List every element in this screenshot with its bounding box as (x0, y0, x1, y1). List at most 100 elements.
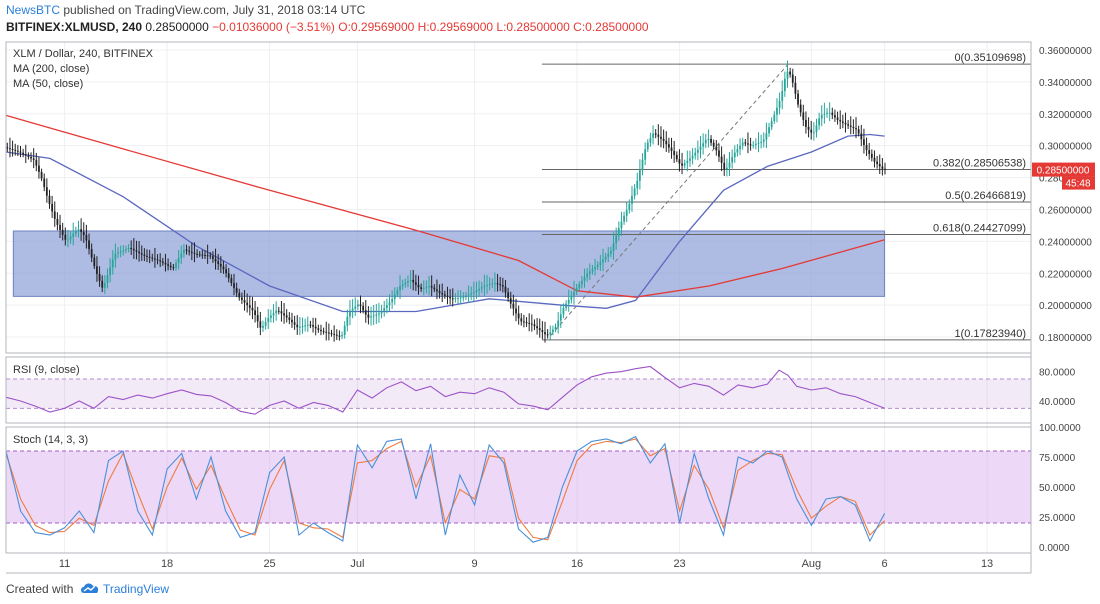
candle-body (175, 263, 177, 268)
candle-body (338, 335, 341, 337)
candle-body (689, 158, 691, 161)
candle-body (760, 141, 763, 143)
candle-body (718, 150, 720, 157)
candle-body (177, 258, 180, 264)
candle-body (235, 287, 238, 293)
candle-body (628, 203, 631, 211)
candle-body (320, 329, 322, 332)
candle-body (246, 302, 249, 306)
candle-body (631, 196, 633, 204)
candle-body (146, 255, 148, 257)
chart-area[interactable]: 0(0.35109698) 0.382(0.28506538) 0.5(0.2646… (0, 40, 1100, 574)
candle-body (467, 294, 470, 296)
candle-body (747, 143, 749, 145)
candle-body (269, 315, 272, 318)
candle-body (436, 289, 438, 292)
candle-body (594, 267, 596, 270)
consolidation-box (12, 230, 886, 297)
candle-body (660, 136, 662, 139)
candle-body (88, 240, 90, 250)
candle-body (752, 144, 755, 146)
candle-body (665, 140, 668, 145)
stoch-plot (5, 435, 1031, 543)
publisher-name[interactable]: NewsBTC (6, 3, 61, 17)
candle-body (291, 319, 293, 323)
candle-body (728, 162, 731, 168)
candle-body (625, 210, 628, 216)
candle-body (85, 234, 88, 241)
candle-body (433, 287, 436, 290)
candle-body (578, 284, 581, 289)
candle-body (533, 324, 536, 327)
candle-body (826, 112, 828, 114)
candle-body (491, 283, 494, 285)
candle-body (683, 163, 686, 166)
candle-body (90, 249, 93, 258)
candle-body (204, 254, 206, 256)
candle-body (757, 142, 760, 144)
candle-body (430, 286, 433, 288)
candle-body (230, 278, 233, 284)
candle-body (523, 321, 525, 323)
tradingview-brand[interactable]: TradingView (103, 582, 170, 596)
ohlc-low: L:0.28500000 (496, 20, 570, 34)
candle-body (573, 291, 575, 296)
candle-body (852, 126, 855, 129)
price-pane[interactable]: 0(0.35109698) 0.382(0.28506538) 0.5(0.2646… (5, 42, 1031, 553)
candle-body (762, 139, 765, 142)
candle-body (40, 171, 43, 179)
countdown-badge (1062, 176, 1095, 190)
last-price-badge (1032, 162, 1095, 177)
y-tick-label: 0.26000000 (1039, 205, 1092, 216)
candle-body (169, 265, 172, 268)
candle-body (567, 299, 570, 304)
candle-body (820, 114, 823, 119)
candle-body (251, 307, 254, 311)
candle-body (538, 328, 541, 331)
candle-body (712, 142, 715, 147)
candle-body (206, 255, 209, 257)
candle-body (288, 317, 291, 320)
candle-body (151, 257, 154, 259)
candle-body (38, 165, 40, 172)
candle-body (77, 229, 80, 231)
candle-body (881, 166, 884, 169)
candle-body (101, 280, 104, 288)
candle-body (504, 286, 507, 293)
candle-body (480, 287, 483, 289)
candle-body (370, 316, 372, 318)
candle-body (243, 300, 246, 303)
candle-body (414, 282, 417, 285)
candle-body (778, 100, 781, 108)
candle-body (275, 310, 278, 314)
stoch-pane[interactable]: Stoch (14, 3, 3) (5, 434, 1031, 543)
candle-body (59, 224, 61, 230)
quote-change: −0.01036000 (−3.51%) (212, 20, 335, 34)
rsi-title: RSI (9, close) (13, 364, 80, 376)
candle-body (341, 335, 343, 337)
candle-body (720, 156, 723, 163)
candle-body (870, 153, 873, 158)
candle-body (581, 280, 583, 285)
axes: 11 18 25 Jul 9 16 23 Aug 6 13 0.36000000 0.34000000… (5, 41, 1095, 574)
candle-body (507, 292, 510, 299)
candle-body (293, 322, 296, 325)
candle-body (707, 138, 710, 140)
rsi-pane[interactable]: RSI (9, close) (5, 364, 1031, 415)
candle-body (699, 146, 702, 150)
candle-body (863, 139, 865, 146)
candle-body (465, 295, 467, 298)
candle-body (272, 313, 275, 316)
candle-body (770, 121, 773, 128)
candle-body (27, 155, 30, 157)
candle-body (472, 292, 475, 294)
candles (6, 60, 886, 343)
candle-body (768, 127, 770, 134)
stoch-tick-label: 50.0000 (1039, 483, 1076, 494)
x-tick-label: 23 (673, 558, 685, 570)
candle-body (818, 118, 821, 126)
candle-body (256, 315, 259, 322)
candle-body (93, 257, 96, 267)
candle-body (575, 288, 578, 292)
fib-level-label: 0.382(0.28506538) (933, 157, 1026, 169)
